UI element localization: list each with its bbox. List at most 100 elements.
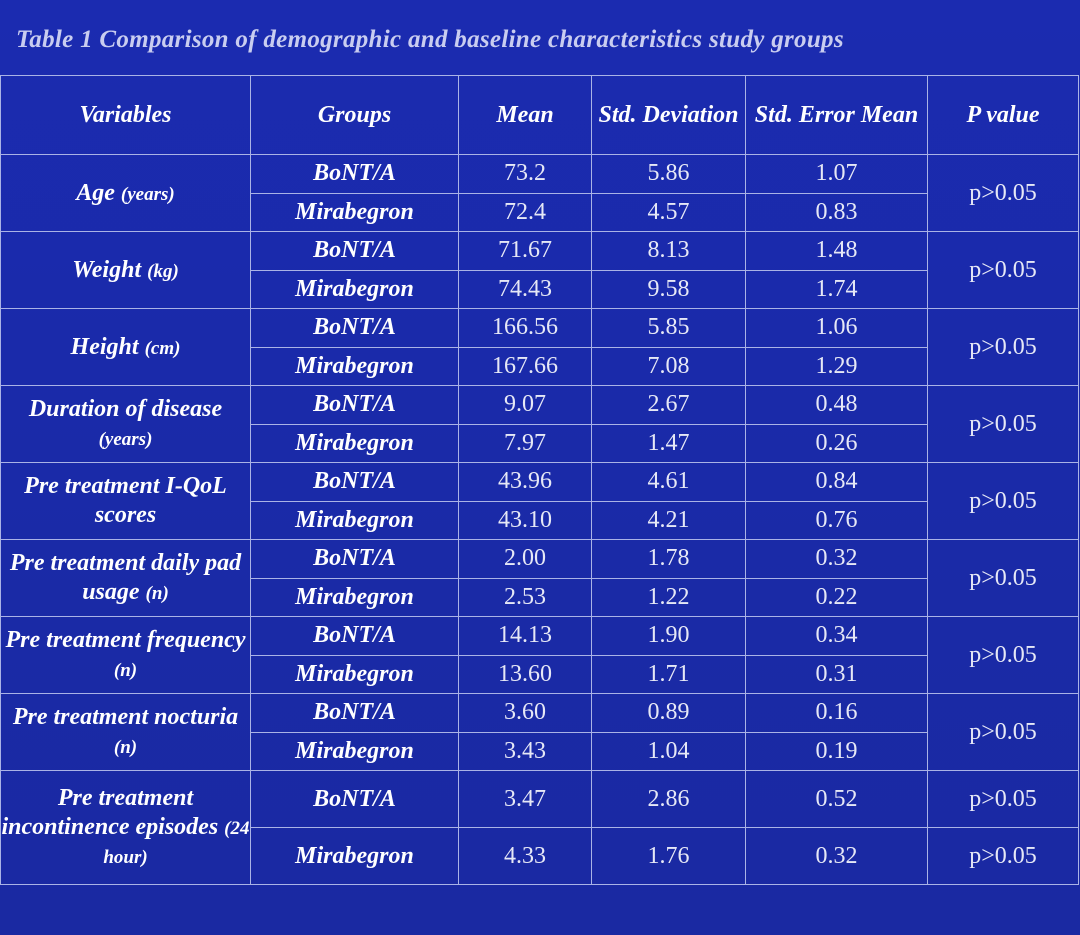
p-value-cell: p>0.05 <box>927 616 1079 694</box>
se-cell: 1.48 <box>745 231 928 271</box>
p-value-cell: p>0.05 <box>927 154 1079 232</box>
se-cell: 1.29 <box>745 346 928 386</box>
group-cell: Mirabegron <box>250 731 459 771</box>
variable-label: Pre treatment I-QoL scores <box>24 473 227 528</box>
variable-unit: (cm) <box>144 337 181 359</box>
se-cell: 0.26 <box>745 423 928 463</box>
mean-cell: 166.56 <box>458 308 592 348</box>
group-cell: BoNT/A <box>250 539 459 579</box>
sd-cell: 7.08 <box>591 346 746 386</box>
sd-cell: 1.04 <box>591 731 746 771</box>
p-value-cell: p>0.05 <box>927 693 1079 771</box>
group-cell: Mirabegron <box>250 192 459 232</box>
table-row: Age (years) BoNT/A 73.2 5.86 1.07 p>0.05 <box>0 154 1079 232</box>
variable-label: Pre treatment daily pad usage <box>9 550 242 605</box>
group-cell: Mirabegron <box>250 423 459 463</box>
sd-cell: 1.22 <box>591 577 746 617</box>
header-p-value: P value <box>927 75 1079 155</box>
p-value-cell: p>0.05 <box>927 770 1079 828</box>
sd-cell: 1.47 <box>591 423 746 463</box>
variable-label: Pre treatment frequency <box>5 627 246 654</box>
variable-cell: Height (cm) <box>0 308 251 386</box>
table-row: Mirabegron 4.33 1.76 0.32 p>0.05 <box>1 827 1079 885</box>
mean-cell: 71.67 <box>458 231 592 271</box>
sd-cell: 5.85 <box>591 308 746 348</box>
mean-cell: 167.66 <box>458 346 592 386</box>
p-value-cell: p>0.05 <box>927 462 1079 540</box>
variable-label: Pre treatment incontinence episodes <box>1 785 219 841</box>
table-row: Pre treatment nocturia (n) BoNT/A 3.60 0… <box>0 693 1079 771</box>
p-value-cell: p>0.05 <box>927 385 1079 463</box>
table-row: Height (cm) BoNT/A 166.56 5.85 1.06 p>0.… <box>0 308 1079 386</box>
variable-unit: (kg) <box>147 260 179 282</box>
variable-label: Weight <box>72 256 142 283</box>
se-cell: 0.22 <box>745 577 928 617</box>
se-cell: 0.32 <box>745 539 928 579</box>
mean-cell: 9.07 <box>458 385 592 425</box>
group-cell: BoNT/A <box>250 462 459 502</box>
se-cell: 0.19 <box>745 731 928 771</box>
mean-cell: 3.43 <box>458 731 592 771</box>
comparison-table: Variables Groups Mean Std. Deviation Std… <box>0 75 1079 885</box>
table-row: Mirabegron 43.10 4.21 0.76 <box>1 500 1079 540</box>
group-cell: Mirabegron <box>250 500 459 540</box>
mean-cell: 3.60 <box>458 693 592 733</box>
header-variables: Variables <box>0 75 251 155</box>
se-cell: 0.32 <box>745 827 928 885</box>
variable-cell: Pre treatment I-QoL scores <box>0 462 251 540</box>
mean-cell: 4.33 <box>458 827 592 885</box>
group-cell: Mirabegron <box>250 577 459 617</box>
variable-unit: (years) <box>120 183 175 205</box>
sd-cell: 9.58 <box>591 269 746 309</box>
mean-cell: 2.00 <box>458 539 592 579</box>
p-value-cell: p>0.05 <box>927 231 1079 309</box>
table-row: Pre treatment daily pad usage (n) BoNT/A… <box>0 539 1079 617</box>
mean-cell: 13.60 <box>458 654 592 694</box>
variable-cell: Pre treatment incontinence episodes (24 … <box>0 770 251 885</box>
mean-cell: 2.53 <box>458 577 592 617</box>
variable-unit: (n) <box>113 737 138 758</box>
variable-label: Height <box>70 333 139 360</box>
group-cell: BoNT/A <box>250 308 459 348</box>
table-caption: Table 1 Comparison of demographic and ba… <box>16 26 844 53</box>
p-value-cell: p>0.05 <box>927 539 1079 617</box>
table-row: Pre treatment incontinence episodes (24 … <box>0 770 1079 885</box>
header-std-error-mean: Std. Error Mean <box>745 75 928 155</box>
variable-cell: Pre treatment daily pad usage (n) <box>0 539 251 617</box>
table-row: Mirabegron 167.66 7.08 1.29 <box>1 346 1079 386</box>
table-row: Pre treatment frequency (n) BoNT/A 14.13… <box>0 616 1079 694</box>
table-row: Mirabegron 2.53 1.22 0.22 <box>1 577 1079 617</box>
mean-cell: 73.2 <box>458 154 592 194</box>
mean-cell: 7.97 <box>458 423 592 463</box>
header-mean: Mean <box>458 75 592 155</box>
table-row: Weight (kg) BoNT/A 71.67 8.13 1.48 p>0.0… <box>0 231 1079 309</box>
sd-cell: 5.86 <box>591 154 746 194</box>
group-cell: BoNT/A <box>250 385 459 425</box>
variable-cell: Weight (kg) <box>0 231 251 309</box>
group-cell: BoNT/A <box>250 616 459 656</box>
mean-cell: 74.43 <box>458 269 592 309</box>
se-cell: 1.74 <box>745 269 928 309</box>
variable-cell: Duration of disease (years) <box>0 385 251 463</box>
variable-label: Pre treatment nocturia <box>12 704 239 731</box>
mean-cell: 43.10 <box>458 500 592 540</box>
variable-unit: (years) <box>98 429 153 450</box>
table-row: Pre treatment I-QoL scores BoNT/A 43.96 … <box>0 462 1079 540</box>
sd-cell: 4.57 <box>591 192 746 232</box>
table-body: Age (years) BoNT/A 73.2 5.86 1.07 p>0.05… <box>0 154 1079 885</box>
group-cell: Mirabegron <box>250 346 459 386</box>
sd-cell: 4.61 <box>591 462 746 502</box>
sd-cell: 1.76 <box>591 827 746 885</box>
se-cell: 0.31 <box>745 654 928 694</box>
group-cell: BoNT/A <box>250 231 459 271</box>
group-cell: BoNT/A <box>250 154 459 194</box>
se-cell: 0.52 <box>745 770 928 828</box>
group-cell: Mirabegron <box>250 654 459 694</box>
se-cell: 0.84 <box>745 462 928 502</box>
header-row: Variables Groups Mean Std. Deviation Std… <box>0 75 1079 155</box>
group-cell: BoNT/A <box>250 770 459 828</box>
sd-cell: 1.71 <box>591 654 746 694</box>
se-cell: 0.76 <box>745 500 928 540</box>
table-row: Mirabegron 7.97 1.47 0.26 <box>1 423 1079 463</box>
